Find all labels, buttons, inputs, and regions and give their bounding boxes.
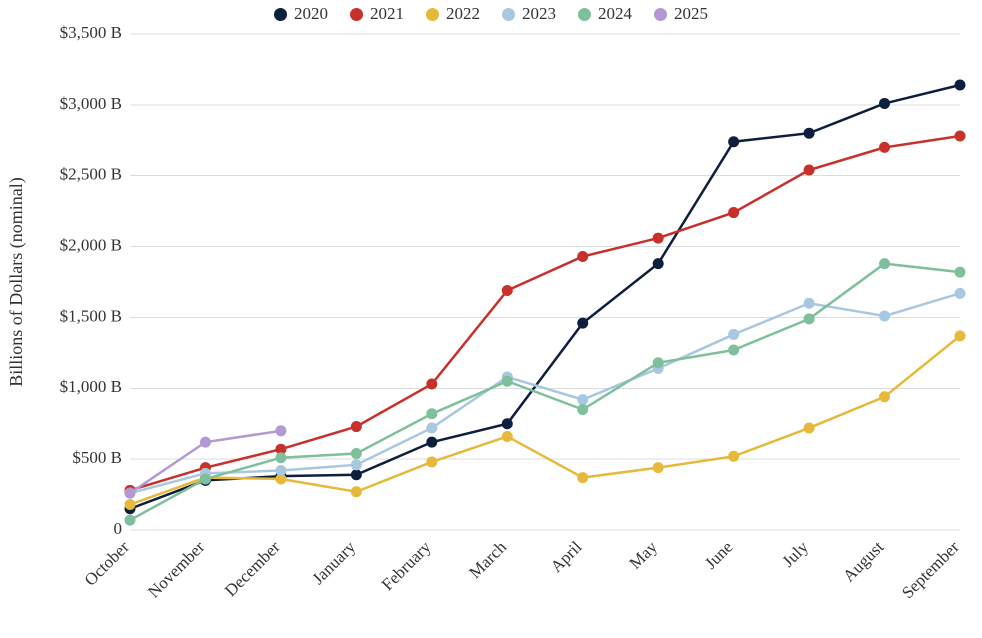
series-marker-2024[interactable]	[200, 473, 211, 484]
series-marker-2021[interactable]	[804, 165, 815, 176]
y-tick-label: $2,500 B	[60, 165, 122, 184]
series-marker-2024[interactable]	[879, 258, 890, 269]
series-line-2021[interactable]	[130, 136, 960, 490]
series-marker-2023[interactable]	[879, 311, 890, 322]
series-marker-2024[interactable]	[653, 357, 664, 368]
series-marker-2020[interactable]	[653, 258, 664, 269]
chart-container: 202020212022202320242025 0$500 B$1,000 B…	[0, 0, 982, 638]
series-marker-2022[interactable]	[804, 422, 815, 433]
series-marker-2024[interactable]	[728, 345, 739, 356]
series-marker-2025[interactable]	[200, 437, 211, 448]
series-marker-2021[interactable]	[426, 379, 437, 390]
x-tick-label: December	[221, 537, 284, 600]
series-marker-2022[interactable]	[351, 486, 362, 497]
series-marker-2020[interactable]	[728, 136, 739, 147]
series-marker-2024[interactable]	[502, 376, 513, 387]
x-tick-label: March	[465, 537, 510, 582]
series-marker-2021[interactable]	[728, 207, 739, 218]
series-marker-2021[interactable]	[502, 285, 513, 296]
series-marker-2023[interactable]	[351, 459, 362, 470]
series-marker-2024[interactable]	[426, 408, 437, 419]
series-marker-2024[interactable]	[804, 313, 815, 324]
y-tick-label: $3,500 B	[60, 23, 122, 42]
plot-area: 0 $500 B $1,000 B $1,500 B $2,000 B $2,500 B $…	[0, 0, 982, 638]
series-marker-2023[interactable]	[426, 422, 437, 433]
x-tick-label: April	[547, 537, 586, 576]
series-marker-2020[interactable]	[577, 318, 588, 329]
series-marker-2022[interactable]	[125, 499, 136, 510]
series-marker-2023[interactable]	[955, 288, 966, 299]
x-tick-label: July	[778, 537, 812, 571]
series-marker-2021[interactable]	[351, 421, 362, 432]
series-marker-2020[interactable]	[502, 418, 513, 429]
series-marker-2023[interactable]	[577, 394, 588, 405]
series-marker-2020[interactable]	[955, 80, 966, 91]
y-tick-label: $3,000 B	[60, 94, 122, 113]
series-marker-2023[interactable]	[728, 329, 739, 340]
series-marker-2023[interactable]	[275, 465, 286, 476]
series-marker-2022[interactable]	[728, 451, 739, 462]
series-marker-2020[interactable]	[351, 469, 362, 480]
series-marker-2020[interactable]	[879, 98, 890, 109]
y-tick-label: $2,000 B	[60, 235, 122, 254]
series-marker-2020[interactable]	[804, 128, 815, 139]
x-tick-label: May	[626, 537, 662, 573]
series-marker-2022[interactable]	[653, 462, 664, 473]
series-marker-2024[interactable]	[275, 452, 286, 463]
series-marker-2022[interactable]	[955, 330, 966, 341]
series-marker-2024[interactable]	[125, 515, 136, 526]
x-tick-label: August	[839, 537, 887, 585]
series-marker-2021[interactable]	[577, 251, 588, 262]
series-marker-2020[interactable]	[426, 437, 437, 448]
series-marker-2023[interactable]	[804, 298, 815, 309]
y-tick-label: $1,000 B	[60, 377, 122, 396]
x-tick-label: June	[701, 537, 736, 572]
y-tick-label: 0	[114, 519, 123, 538]
series-marker-2022[interactable]	[879, 391, 890, 402]
series-marker-2021[interactable]	[879, 142, 890, 153]
series-line-2022[interactable]	[130, 336, 960, 505]
y-tick-label: $1,500 B	[60, 306, 122, 325]
series-marker-2022[interactable]	[426, 456, 437, 467]
series-marker-2022[interactable]	[502, 431, 513, 442]
series-line-2024[interactable]	[130, 264, 960, 521]
x-tick-label: January	[308, 537, 359, 588]
y-tick-label: $500 B	[72, 448, 122, 467]
series-marker-2024[interactable]	[955, 267, 966, 278]
series-line-2023[interactable]	[130, 293, 960, 493]
x-tick-label: September	[898, 537, 963, 602]
series-marker-2025[interactable]	[125, 488, 136, 499]
series-line-2020[interactable]	[130, 85, 960, 509]
series-marker-2024[interactable]	[577, 404, 588, 415]
x-tick-label: November	[144, 537, 208, 601]
series-marker-2021[interactable]	[653, 233, 664, 244]
series-marker-2022[interactable]	[577, 472, 588, 483]
y-axis-title: Billions of Dollars (nominal)	[6, 177, 27, 386]
series-marker-2021[interactable]	[955, 131, 966, 142]
series-marker-2025[interactable]	[275, 425, 286, 436]
x-tick-label: October	[81, 537, 133, 589]
x-tick-label: February	[378, 537, 435, 594]
series-marker-2024[interactable]	[351, 448, 362, 459]
